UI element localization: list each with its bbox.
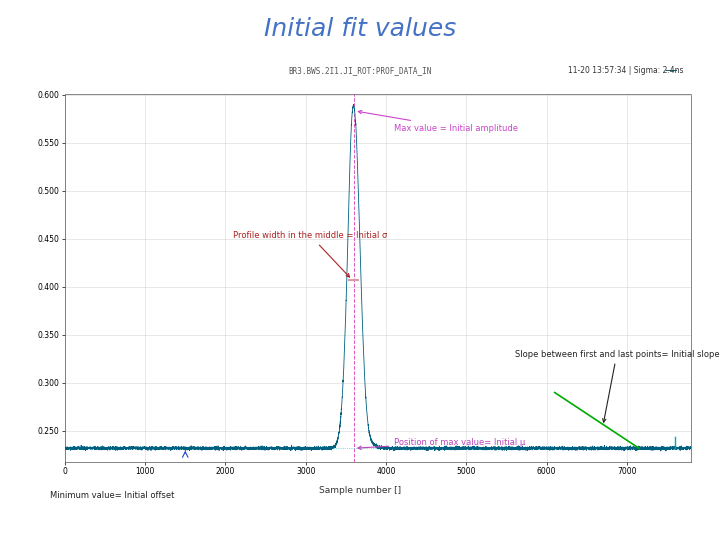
- Text: (aleksander.cudny@cern.ch): (aleksander.cudny@cern.ch): [499, 504, 639, 514]
- Text: 2: 2: [702, 512, 709, 522]
- Text: Minimum value= Initial offset: Minimum value= Initial offset: [50, 491, 175, 501]
- Text: BE-BI-BL: BE-BI-BL: [196, 504, 236, 514]
- Text: BR3.BWS.2I1.JI_ROT:PROF_DATA_IN: BR3.BWS.2I1.JI_ROT:PROF_DATA_IN: [288, 66, 432, 75]
- Text: —: —: [665, 64, 677, 77]
- Text: Aleksander Tomasz Cudny: Aleksander Tomasz Cudny: [332, 504, 460, 514]
- Text: Max value = Initial amplitude: Max value = Initial amplitude: [359, 111, 518, 133]
- Text: 11-20 13:57:34 | Sigma: 2.4ns: 11-20 13:57:34 | Sigma: 2.4ns: [569, 66, 684, 75]
- Text: CERN: CERN: [31, 515, 48, 519]
- Text: Position of max value= Initial μ: Position of max value= Initial μ: [358, 437, 526, 449]
- Text: Warsaw University of Technology: Warsaw University of Technology: [315, 522, 477, 532]
- Text: Initial fit values: Initial fit values: [264, 17, 456, 40]
- Text: Slope between first and last points= Initial slope: Slope between first and last points= Ini…: [515, 349, 719, 422]
- Text: Sample number []: Sample number []: [319, 486, 401, 495]
- Text: Profile width in the middle = Initial σ: Profile width in the middle = Initial σ: [233, 231, 387, 277]
